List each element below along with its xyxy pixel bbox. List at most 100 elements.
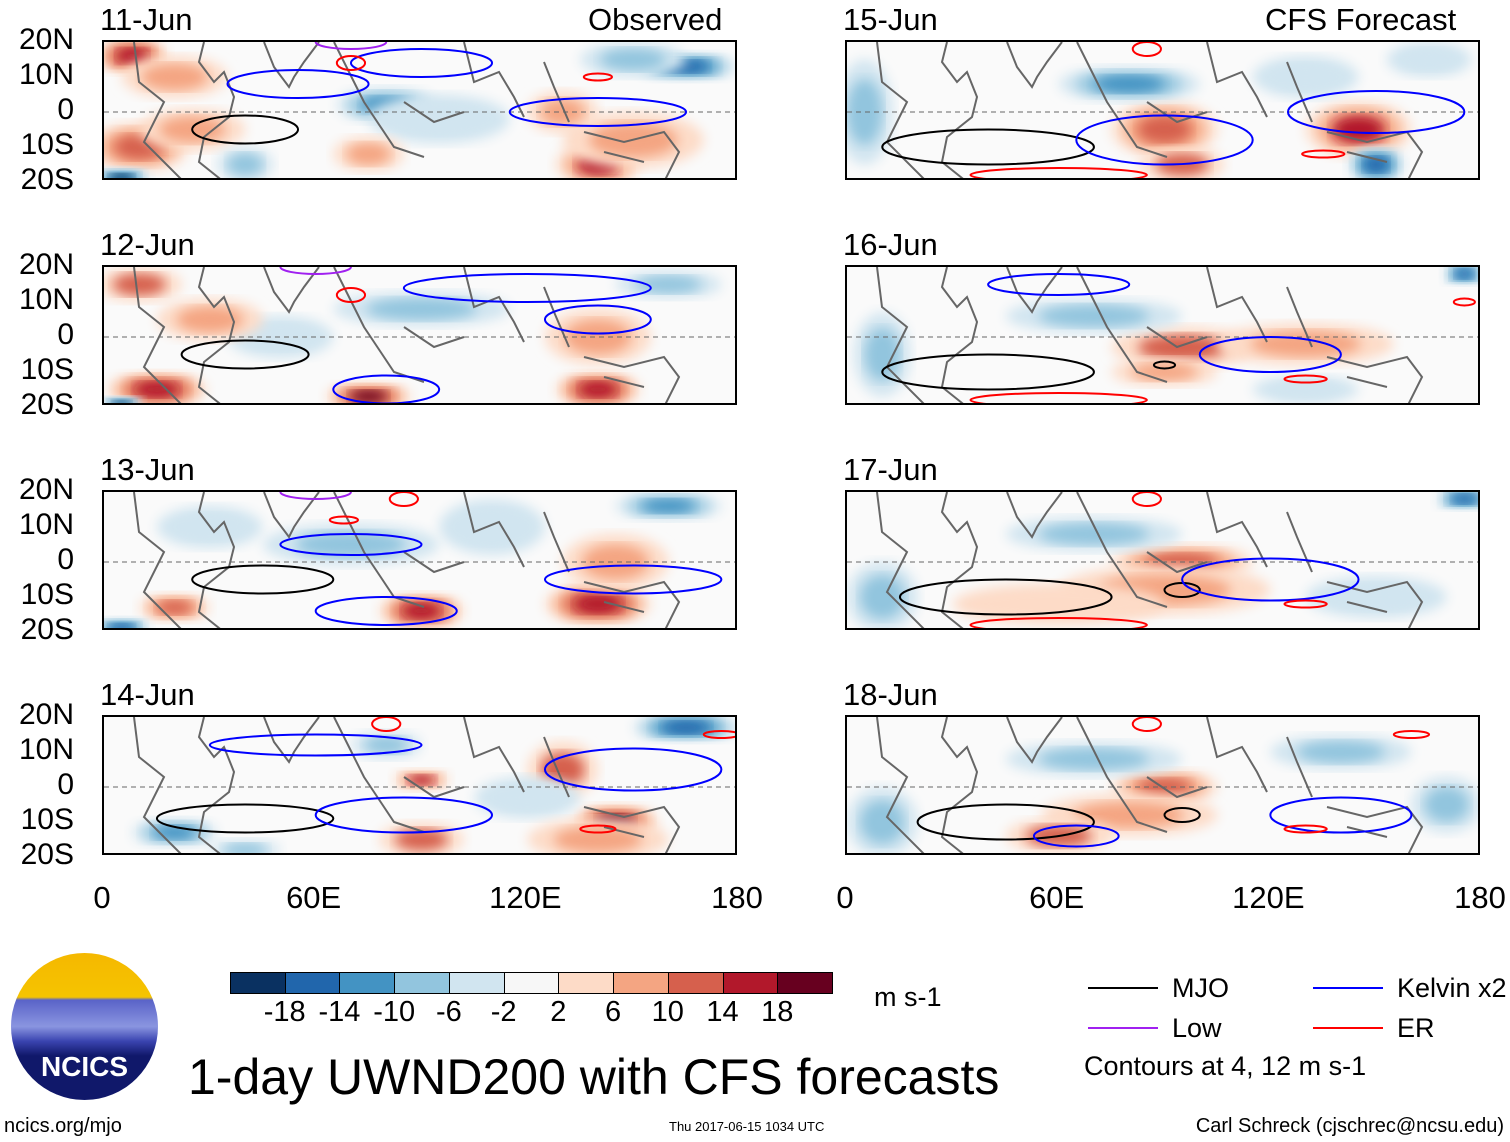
latitude-label: 10S <box>20 128 74 161</box>
er-contour <box>1301 149 1346 159</box>
map-panel <box>845 715 1480 855</box>
colorbar-label: 2 <box>550 996 567 1028</box>
wind-anomaly-region <box>1138 334 1227 361</box>
wind-anomaly-region <box>109 623 134 628</box>
colorbar-label: -18 <box>263 996 306 1028</box>
colorbar-units: m s-1 <box>874 982 942 1012</box>
er-contour <box>328 515 359 525</box>
kelvin-contour <box>332 374 441 403</box>
footer-author: Carl Schreck (cjschrec@ncsu.edu) <box>1195 1115 1504 1137</box>
longitude-label: 120E <box>1232 880 1305 915</box>
figure-title: 1-day UWND200 with CFS forecasts <box>188 1049 1000 1105</box>
latitude-label: 0 <box>57 93 74 126</box>
colorbar-swatch <box>394 972 450 994</box>
kelvin-contour <box>987 273 1131 296</box>
colorbar-swatch <box>339 972 396 994</box>
mjo-contour <box>1152 360 1177 370</box>
er-contour <box>969 392 1148 403</box>
map-panel <box>102 265 737 405</box>
colorbar-label: -14 <box>318 996 361 1028</box>
panel-date-label: 18-Jun <box>843 677 938 712</box>
footer-site-link[interactable]: ncics.org/mjo <box>4 1115 122 1137</box>
wind-anomaly-region <box>346 143 391 165</box>
kelvin-contour <box>1286 90 1466 134</box>
legend-line-mjo <box>1088 987 1158 989</box>
longitude-label: 0 <box>93 880 111 915</box>
colorbar-swatch <box>667 972 724 994</box>
wind-anomaly-region <box>860 575 905 619</box>
latitude-label: 10S <box>20 353 74 386</box>
latitude-label: 20N <box>18 473 74 506</box>
colorbar-label: 6 <box>605 996 622 1028</box>
longitude-label: 180 <box>1454 880 1506 915</box>
er-contour <box>388 492 419 507</box>
latitude-label: 20N <box>18 23 74 56</box>
colorbar-label: -6 <box>436 996 462 1028</box>
wind-anomaly-region <box>579 381 617 398</box>
er-contour <box>702 730 735 739</box>
mjo-contour <box>916 803 1095 841</box>
colorbar-label: 14 <box>706 996 739 1028</box>
latitude-label: 20N <box>18 698 74 731</box>
cfs-forecast-header: CFS Forecast <box>1265 2 1457 37</box>
wind-anomaly-region <box>553 826 642 853</box>
ncics-logo: NCICS <box>11 953 158 1100</box>
anomaly-map <box>847 492 1478 628</box>
coastline <box>133 42 681 178</box>
latitude-label: 0 <box>57 318 74 351</box>
contour-note: Contours at 4, 12 m s-1 <box>1084 1051 1367 1081</box>
anomaly-map <box>847 42 1478 178</box>
panel-date-label: 16-Jun <box>843 227 938 262</box>
wind-anomaly-region <box>112 400 131 403</box>
wind-anomaly-region <box>600 48 667 71</box>
longitude-label: 60E <box>1029 880 1085 915</box>
anomaly-map <box>847 267 1478 403</box>
legend-line-low <box>1088 1027 1158 1029</box>
wind-anomaly-region <box>364 736 409 754</box>
wind-anomaly-region <box>1332 583 1421 611</box>
wind-anomaly-region <box>350 390 388 403</box>
wind-anomaly-region <box>1038 305 1150 327</box>
latitude-label: 10S <box>20 803 74 836</box>
kelvin-contour <box>208 733 423 757</box>
coastline <box>133 492 681 628</box>
mjo-contour <box>898 578 1113 616</box>
mjo-contour <box>155 803 335 834</box>
kelvin-contour <box>314 796 494 834</box>
wind-anomaly-region <box>112 273 166 296</box>
longitude-label: 120E <box>489 880 562 915</box>
coastline <box>876 267 1424 403</box>
wind-anomaly-region <box>564 319 631 355</box>
er-contour <box>1392 730 1431 739</box>
mjo-contour <box>881 353 1095 391</box>
wind-anomaly-region <box>135 381 179 398</box>
er-contour <box>969 617 1148 628</box>
footer-timestamp: Thu 2017-06-15 1034 UTC <box>669 1119 825 1134</box>
legend-label: ER <box>1397 1013 1435 1043</box>
colorbar-label: -10 <box>373 996 416 1028</box>
kelvin-contour <box>279 533 423 556</box>
mjo-contour <box>180 339 310 370</box>
anomaly-map <box>104 267 735 403</box>
wind-anomaly-region <box>1038 748 1150 770</box>
er-contour <box>582 72 613 82</box>
latitude-label: 10S <box>20 578 74 611</box>
longitude-label: 0 <box>836 880 854 915</box>
low-contour <box>279 492 352 500</box>
longitude-label: 180 <box>711 880 763 915</box>
colorbar-swatch <box>722 972 779 994</box>
wind-anomaly-region <box>402 603 441 619</box>
kelvin-contour <box>1198 336 1342 373</box>
wind-anomaly-region <box>1424 787 1469 822</box>
er-contour <box>335 55 367 71</box>
er-contour <box>1131 492 1162 507</box>
wind-anomaly-region <box>641 499 695 513</box>
wind-anomaly-region <box>295 531 407 558</box>
latitude-label: 0 <box>57 768 74 801</box>
er-contour <box>1283 599 1328 609</box>
latitude-label: 20S <box>20 838 74 871</box>
kelvin-contour <box>1181 557 1360 602</box>
panel-date-label: 13-Jun <box>100 452 195 487</box>
er-contour <box>1131 42 1162 57</box>
map-panel <box>845 265 1480 405</box>
